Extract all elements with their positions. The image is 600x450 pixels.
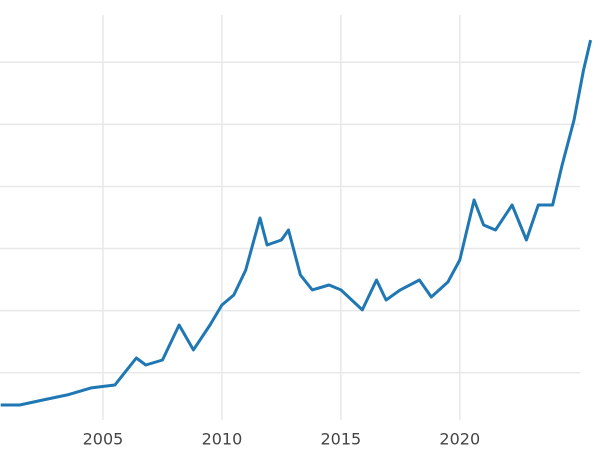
x-tick-label: 2015 <box>321 430 362 449</box>
x-tick-label: 2010 <box>202 430 243 449</box>
x-tick-label: 2005 <box>83 430 124 449</box>
data-line <box>0 39 593 407</box>
x-tick-label: 2020 <box>439 430 480 449</box>
